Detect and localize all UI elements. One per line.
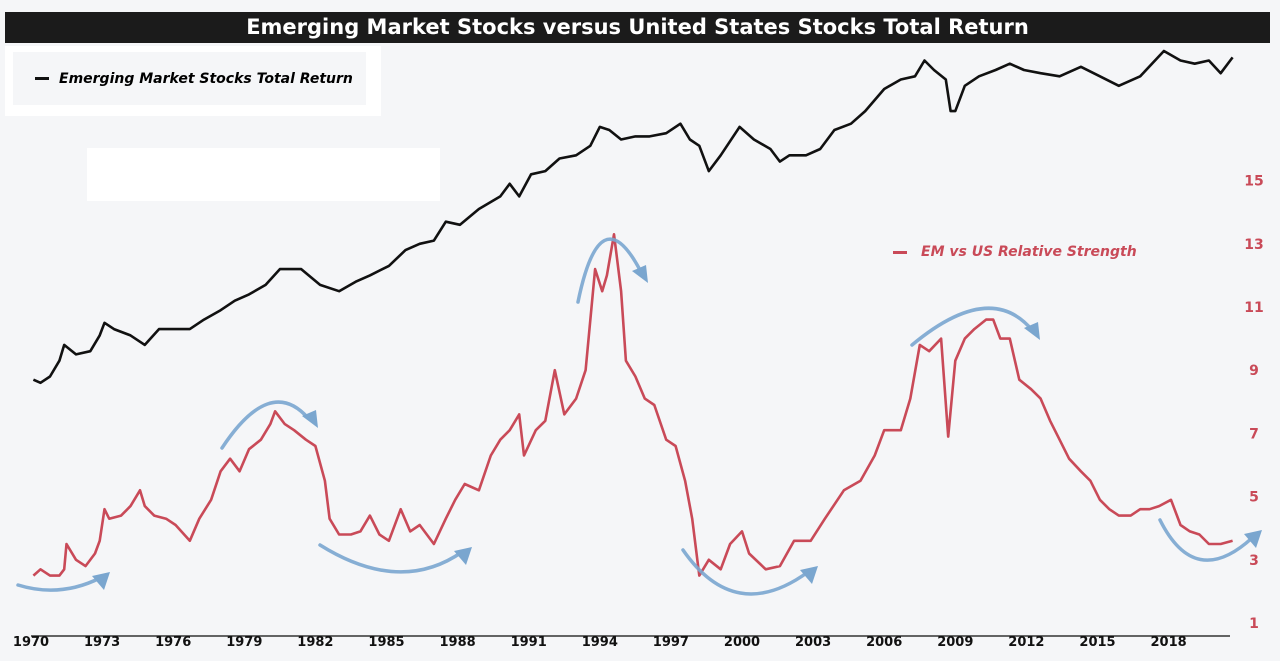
- annotation-arrow-curve: [318, 543, 464, 574]
- x-tick-label: 1988: [440, 635, 476, 650]
- legend-label-relative-strength: EM vs US Relative Strength: [921, 244, 1137, 260]
- annotation-arrow-curve: [576, 237, 642, 304]
- y-tick-label: 11: [1244, 300, 1263, 316]
- series-line-total-return: [32, 49, 1234, 385]
- x-tick-label: 1979: [226, 635, 262, 650]
- y-tick-label: 1: [1249, 616, 1259, 632]
- annotation-arrowhead-icon: [302, 410, 318, 428]
- annotation-arrow-curve: [16, 576, 102, 592]
- chart-title: Emerging Market Stocks versus United Sta…: [5, 12, 1270, 43]
- x-tick-label: 1991: [511, 635, 547, 650]
- x-tick-label: 1982: [297, 635, 333, 650]
- x-tick-label: 1970: [13, 635, 49, 650]
- x-tick-label: 2000: [724, 635, 760, 650]
- y-tick-label: 13: [1244, 237, 1263, 253]
- annotation-arrow-curve: [220, 400, 310, 450]
- x-tick-label: 2018: [1151, 635, 1187, 650]
- x-tick-label: 2009: [937, 635, 973, 650]
- legend-inner: Emerging Market Stocks Total Return: [13, 52, 366, 105]
- x-tick-label: 2012: [1008, 635, 1044, 650]
- legend-label-total-return: Emerging Market Stocks Total Return: [59, 70, 353, 87]
- annotation-arrow-curve: [910, 306, 1034, 347]
- annotation-arrowhead-icon: [454, 547, 472, 565]
- x-tick-label: 1976: [155, 635, 191, 650]
- legend-swatch-red: [893, 250, 907, 254]
- x-tick-label: 2006: [866, 635, 902, 650]
- legend-total-return: Emerging Market Stocks Total Return: [5, 46, 381, 116]
- annotation-arrowhead-icon: [800, 566, 818, 584]
- y-tick-label: 3: [1249, 553, 1259, 569]
- x-tick-label: 1997: [653, 635, 689, 650]
- legend-swatch-black: [35, 77, 49, 80]
- x-tick-label: 1973: [84, 635, 120, 650]
- x-tick-label: 2003: [795, 635, 831, 650]
- annotation-arrowhead-icon: [92, 572, 110, 590]
- annotation-arrow-curve: [681, 548, 810, 596]
- annotation-arrowhead-icon: [1024, 322, 1040, 340]
- y-tick-label: 15: [1244, 174, 1263, 190]
- x-tick-label: 1994: [582, 635, 618, 650]
- legend-relative-strength: EM vs US Relative Strength: [893, 244, 1137, 260]
- x-tick-label: 1985: [368, 635, 404, 650]
- annotation-arrowhead-icon: [632, 265, 648, 283]
- annotation-arrowhead-icon: [1244, 530, 1262, 548]
- blank-overlay-box: [87, 148, 440, 201]
- y-tick-label: 5: [1249, 490, 1259, 506]
- y-tick-label: 9: [1249, 363, 1259, 379]
- annotation-arrow-curve: [1158, 518, 1254, 562]
- y-tick-label: 7: [1249, 426, 1259, 442]
- series-line-relative-strength: [32, 233, 1233, 577]
- x-tick-label: 2015: [1079, 635, 1115, 650]
